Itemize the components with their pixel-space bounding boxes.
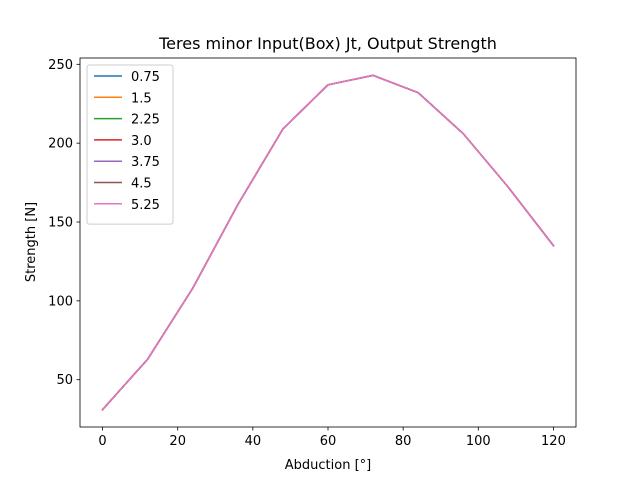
x-tick-label: 120 <box>541 434 566 449</box>
series-line-6 <box>101 74 555 411</box>
legend-label-3: 3.0 <box>131 134 152 149</box>
y-axis-label: Strength [N] <box>24 202 39 282</box>
x-tick-label: 0 <box>98 434 106 449</box>
x-tick-label: 40 <box>245 434 262 449</box>
legend-label-4: 3.75 <box>131 155 160 170</box>
x-tick-label: 100 <box>466 434 491 449</box>
legend-box <box>86 64 174 225</box>
y-tick-label: 50 <box>56 373 73 388</box>
x-tick-label: 80 <box>395 434 412 449</box>
legend-label-2: 2.25 <box>131 113 160 128</box>
x-tick-label: 60 <box>320 434 337 449</box>
y-tick-label: 150 <box>48 216 73 231</box>
y-tick-label: 200 <box>48 137 73 152</box>
legend-label-0: 0.75 <box>131 70 160 85</box>
x-axis-label: Abduction [°] <box>285 458 371 473</box>
y-tick-label: 100 <box>48 294 73 309</box>
legend-label-6: 5.25 <box>131 198 160 213</box>
x-tick-label: 20 <box>169 434 186 449</box>
legend-label-5: 4.5 <box>131 177 152 192</box>
legend-label-1: 1.5 <box>131 91 152 106</box>
chart-title: Teres minor Input(Box) Jt, Output Streng… <box>158 34 497 53</box>
y-tick-label: 250 <box>48 58 73 73</box>
